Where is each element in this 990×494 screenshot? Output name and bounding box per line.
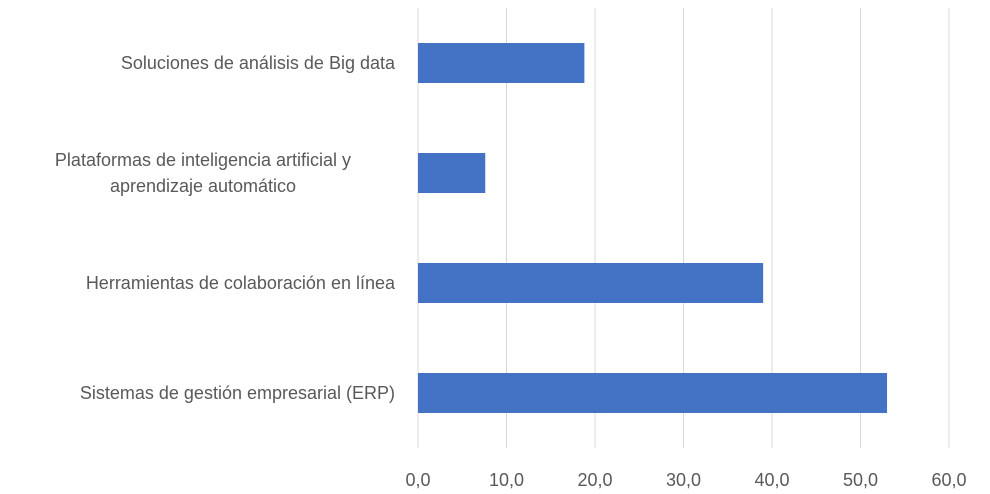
bar xyxy=(418,153,486,193)
bar xyxy=(418,263,764,303)
y-tick-label: Sistemas de gestión empresarial (ERP) xyxy=(79,383,395,403)
bar xyxy=(418,373,888,413)
x-tick-label: 0,0 xyxy=(405,470,430,490)
x-tick-label: 10,0 xyxy=(489,470,524,490)
y-tick-label: Herramientas de colaboración en línea xyxy=(85,273,395,293)
x-tick-label: 60,0 xyxy=(931,470,966,490)
bar xyxy=(418,43,585,83)
y-tick-label: Soluciones de análisis de Big data xyxy=(120,53,395,73)
x-tick-label: 20,0 xyxy=(577,470,612,490)
x-tick-label: 50,0 xyxy=(843,470,878,490)
y-tick-label: Plataformas de inteligencia artificial y… xyxy=(54,150,352,196)
x-tick-label: 30,0 xyxy=(666,470,701,490)
x-tick-label: 40,0 xyxy=(754,470,789,490)
